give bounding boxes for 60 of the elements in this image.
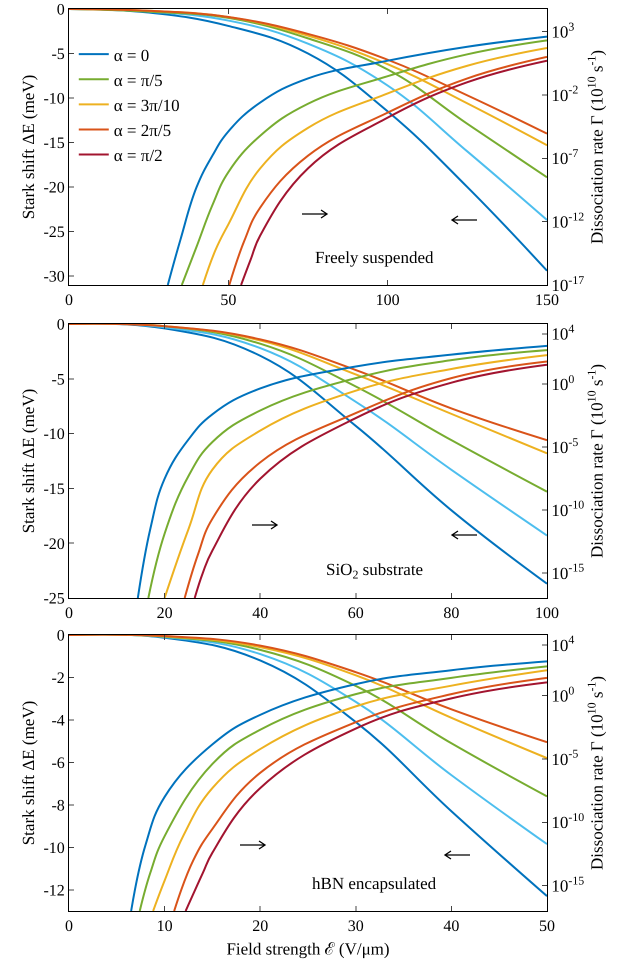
y2-tick-label: 10$^{-12}$ xyxy=(551,209,584,232)
y-tick-label: -25 xyxy=(43,590,65,608)
x-tick-label: 40 xyxy=(443,918,460,936)
y-tick-label: -10 xyxy=(43,426,65,444)
y2-tick-label: 10$^{-5}$ xyxy=(551,746,578,769)
y-axis-title: Stark shift ΔE (meV) xyxy=(19,74,38,220)
y-tick-label: 0 xyxy=(56,628,65,645)
y-tick-label: -10 xyxy=(43,840,65,857)
x-tick-label: 50 xyxy=(220,292,236,310)
y-tick-label: -6 xyxy=(51,754,65,772)
x-tick-label: 10 xyxy=(156,918,173,936)
y2-tick-label: 10$^{3}$ xyxy=(551,19,574,42)
y2-tick-label: 10$^{-10}$ xyxy=(551,498,584,520)
y2-tick-label: 10$^{4}$ xyxy=(551,322,574,344)
y2-tick-label: 10$^{-2}$ xyxy=(551,82,578,105)
y-tick-label: -4 xyxy=(51,712,65,730)
y2-tick-label: 10$^{-7}$ xyxy=(551,146,578,168)
x-tick-label: 40 xyxy=(252,605,268,622)
x-tick-label: 100 xyxy=(376,292,400,310)
legend-label: α = π/2 xyxy=(114,146,163,166)
annotation: hBN encapsulated xyxy=(312,874,437,893)
y2-tick-label: 10$^{-5}$ xyxy=(551,434,578,457)
y-tick-label: -15 xyxy=(43,481,65,498)
y-tick-label: -8 xyxy=(51,797,65,814)
y-tick-label: -12 xyxy=(43,882,65,900)
y-tick-label: 0 xyxy=(56,316,65,334)
x-tick-label: 20 xyxy=(156,605,173,622)
y2-tick-label: 10$^{0}$ xyxy=(551,683,574,706)
y2-tick-label: 10$^{-17}$ xyxy=(551,272,584,295)
y-tick-label: -30 xyxy=(43,268,65,286)
y-tick-label: -5 xyxy=(51,46,65,64)
x-tick-label: 150 xyxy=(535,292,559,310)
legend-label: α = π/5 xyxy=(114,70,163,90)
y-tick-label: -15 xyxy=(43,135,65,152)
y-tick-label: -5 xyxy=(51,371,65,388)
y2-tick-label: 10$^{-15}$ xyxy=(551,560,584,583)
y-tick-label: -20 xyxy=(43,536,65,553)
y-axis-title: Stark shift ΔE (meV) xyxy=(19,388,38,534)
annotation: SiO$_{2}$ substrate xyxy=(326,560,424,582)
x-tick-label: 80 xyxy=(443,605,460,622)
x-axis-title: Field strength ℰ (V/μm) xyxy=(226,940,390,959)
y-tick-label: -10 xyxy=(43,90,65,108)
y-tick-label: -20 xyxy=(43,180,65,197)
x-tick-label: 30 xyxy=(348,918,364,936)
x-tick-label: 60 xyxy=(348,605,364,622)
x-tick-label: 20 xyxy=(252,918,268,936)
y2-tick-label: 10$^{4}$ xyxy=(551,632,574,655)
x-tick-label: 100 xyxy=(535,605,559,622)
y-tick-label: 0 xyxy=(56,2,65,19)
x-tick-label: 50 xyxy=(539,918,555,936)
y2-tick-label: 10$^{0}$ xyxy=(551,372,574,394)
y-tick-label: -2 xyxy=(51,670,65,688)
y2-tick-label: 10$^{-10}$ xyxy=(551,810,584,832)
legend-label: α = 0 xyxy=(114,46,150,65)
annotation: Freely suspended xyxy=(315,248,434,267)
y2-tick-label: 10$^{-15}$ xyxy=(551,873,584,896)
legend-label: α = 3π/10 xyxy=(114,96,180,115)
legend-label: α = 2π/5 xyxy=(114,121,172,140)
y-axis-title: Stark shift ΔE (meV) xyxy=(19,700,38,846)
y-tick-label: -25 xyxy=(43,224,65,242)
